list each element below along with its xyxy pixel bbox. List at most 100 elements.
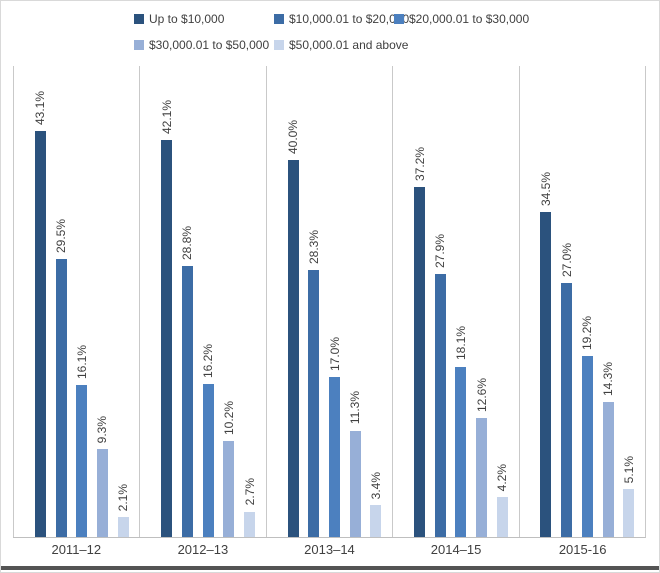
bar-cell: 9.3%	[92, 66, 113, 537]
category-label: 2012–13	[177, 542, 229, 557]
bar-50-000-01-and-above	[623, 488, 635, 537]
legend-item-50-000-01-and-above: $50,000.01 and above	[274, 38, 408, 52]
value-label: 14.3%	[601, 362, 616, 397]
value-label: 2.7%	[242, 478, 257, 506]
bar-cell: 27.0%	[556, 66, 577, 537]
value-label: 2.1%	[116, 483, 131, 512]
category-label: 2011–12	[51, 542, 102, 557]
bar-cell: 12.6%	[471, 66, 492, 537]
bar-10-000-01-to-20-000	[561, 282, 573, 537]
bar-30-000-01-to-50-000	[602, 402, 614, 537]
value-label: 28.8%	[180, 225, 195, 260]
bar-20-000-01-to-30-000	[76, 385, 88, 537]
bar-cell: 19.2%	[577, 66, 598, 537]
value-label: 40.0%	[286, 120, 301, 155]
bar-group-2011-12: 43.1% 29.5% 16.1% 9.3% 2.1%	[13, 66, 139, 537]
value-label: 17.0%	[327, 336, 342, 371]
plot-area: 43.1% 29.5% 16.1% 9.3% 2.1% 42.1% 28.8% 16.2% 10…	[13, 66, 646, 538]
legend-swatch-icon	[274, 40, 284, 50]
bar-cell: 29.5%	[51, 66, 72, 537]
bar-cell: 2.1%	[113, 66, 134, 537]
bar-cell: 27.9%	[430, 66, 451, 537]
legend-item-up-to-10-000: Up to $10,000	[134, 12, 224, 26]
bar-cell: 5.1%	[618, 66, 639, 537]
bar-10-000-01-to-20-000	[434, 274, 446, 537]
bar-cell: 14.3%	[598, 66, 619, 537]
bar-cell: 34.5%	[536, 66, 557, 537]
bar-cell: 16.1%	[71, 66, 92, 537]
value-label: 5.1%	[621, 455, 636, 483]
legend-swatch-icon	[134, 14, 144, 24]
value-label: 27.9%	[433, 234, 448, 269]
bar-up-to-10-000	[540, 212, 552, 537]
bar-50-000-01-and-above	[496, 497, 508, 537]
bar-cell: 10.2%	[218, 66, 239, 537]
value-label: 19.2%	[580, 316, 595, 351]
value-label: 42.1%	[159, 100, 174, 135]
bar-group-2013-14: 40.0% 28.3% 17.0% 11.3% 3.4%	[265, 66, 392, 537]
category-label: 2015-16	[558, 542, 607, 557]
bar-cell: 40.0%	[283, 66, 304, 537]
value-label: 43.1%	[33, 90, 48, 125]
bar-cell: 16.2%	[198, 66, 219, 537]
bar-cell: 11.3%	[345, 66, 366, 537]
value-label: 16.2%	[201, 344, 216, 379]
bar-cell: 3.4%	[366, 66, 387, 537]
bar-50-000-01-and-above	[370, 504, 382, 537]
value-label: 16.1%	[74, 345, 89, 380]
value-label: 27.0%	[559, 242, 574, 277]
bar-cell: 42.1%	[156, 66, 177, 537]
bar-20-000-01-to-30-000	[202, 384, 214, 537]
value-label: 9.3%	[95, 416, 110, 444]
legend-item-20-000-01-to-30-000: $20,000.01 to $30,000	[394, 12, 529, 26]
bar-group-2014-15: 37.2% 27.9% 18.1% 12.6% 4.2%	[392, 66, 518, 537]
category-label: 2013–14	[304, 542, 355, 557]
legend-label: Up to $10,000	[149, 12, 225, 26]
value-label: 28.3%	[306, 230, 321, 265]
bottom-border-line	[1, 566, 659, 570]
value-label: 29.5%	[54, 219, 69, 254]
bar-50-000-01-and-above	[244, 511, 255, 537]
legend-swatch-icon	[274, 14, 284, 24]
bar-cell: 17.0%	[324, 66, 345, 537]
bar-20-000-01-to-30-000	[455, 366, 467, 537]
bar-10-000-01-to-20-000	[55, 259, 67, 537]
legend-item-30-000-01-to-50-000: $30,000.01 to $50,000	[134, 38, 269, 52]
bar-20-000-01-to-30-000	[581, 356, 593, 537]
legend-label: $30,000.01 to $50,000	[149, 38, 270, 52]
value-label: 4.2%	[495, 464, 510, 492]
bar-30-000-01-to-50-000	[96, 449, 108, 537]
bar-up-to-10-000	[34, 131, 46, 537]
legend-label: $50,000.01 and above	[289, 38, 409, 52]
bar-cell: 43.1%	[30, 66, 51, 537]
legend-label: $20,000.01 to $30,000	[409, 12, 530, 26]
bar-50-000-01-and-above	[117, 517, 129, 537]
bar-cell: 4.2%	[492, 66, 513, 537]
legend-swatch-icon	[134, 40, 144, 50]
value-label: 3.4%	[368, 471, 383, 499]
bar-cell: 18.1%	[451, 66, 472, 537]
legend-swatch-icon	[394, 14, 404, 24]
bar-up-to-10-000	[414, 186, 426, 537]
bar-group-2015-16: 34.5% 27.0% 19.2% 14.3% 5.1%	[518, 66, 645, 537]
legend-item-10-000-01-to-20-000: $10,000.01 to $20,000	[274, 12, 409, 26]
value-label: 11.3%	[348, 391, 363, 425]
value-label: 37.2%	[412, 146, 427, 181]
bar-up-to-10-000	[161, 140, 173, 537]
bar-cell: 28.8%	[177, 66, 198, 537]
bar-cell: 37.2%	[409, 66, 430, 537]
bar-10-000-01-to-20-000	[181, 265, 193, 537]
bar-30-000-01-to-50-000	[476, 418, 488, 537]
bar-up-to-10-000	[287, 160, 299, 537]
value-label: 34.5%	[538, 171, 553, 207]
bar-30-000-01-to-50-000	[349, 430, 361, 537]
category-axis: 2011–12 2012–13 2013–14 2014–15 2015-16	[13, 542, 646, 557]
bar-group-2012-13: 42.1% 28.8% 16.2% 10.2% 2.7%	[139, 66, 265, 537]
value-label: 12.6%	[474, 378, 489, 413]
value-label: 18.1%	[453, 326, 468, 361]
value-label: 10.2%	[221, 400, 236, 435]
bar-cell: 2.7%	[239, 66, 260, 537]
category-label: 2014–15	[430, 542, 482, 557]
bar-30-000-01-to-50-000	[223, 440, 235, 537]
